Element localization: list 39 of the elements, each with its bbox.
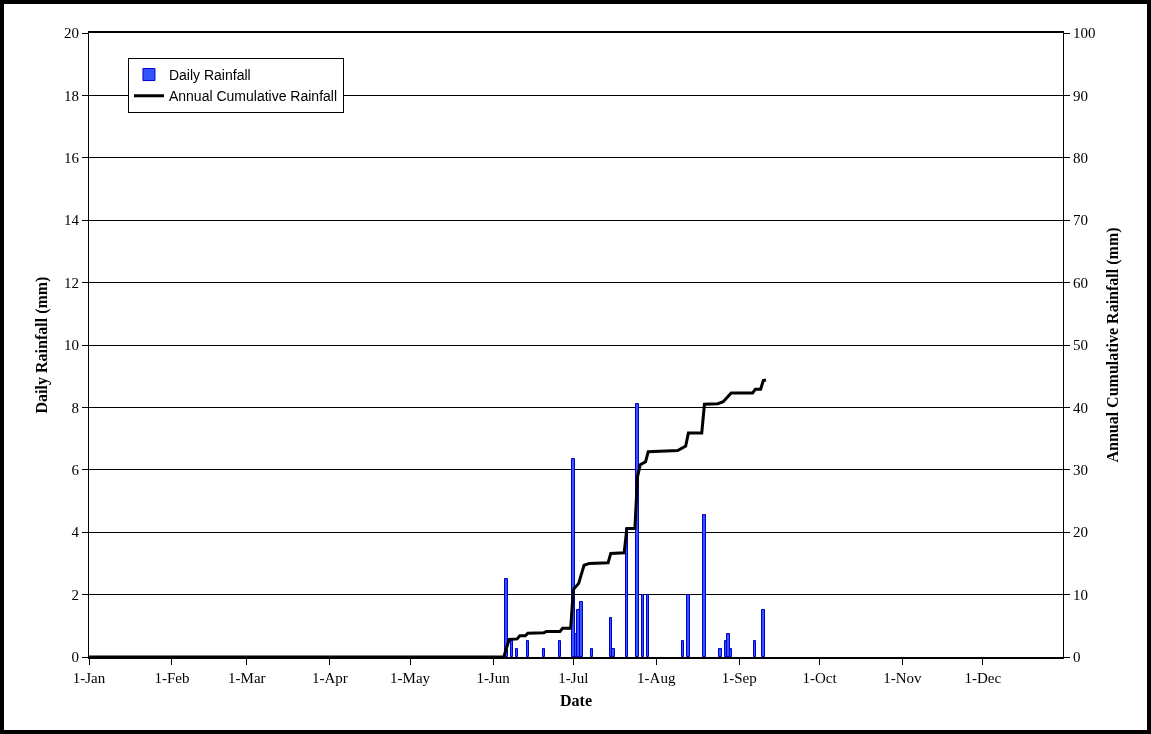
y2-tick-label: 30 (1073, 462, 1088, 479)
y-tick-label: 2 (71, 586, 79, 603)
y2-tick-label: 100 (1073, 25, 1096, 42)
x-tick-label: 1-Jan (72, 670, 106, 686)
y-tick-label: 14 (64, 212, 80, 229)
y-tick-label: 4 (71, 524, 80, 541)
y2-tick-label: 70 (1073, 212, 1088, 229)
legend-label: Annual Cumulative Rainfall (168, 88, 338, 105)
x-tick-label: 1-Dec (964, 670, 1002, 686)
y2-tick-label: 20 (1073, 524, 1088, 541)
y2-tick-label: 60 (1073, 274, 1088, 291)
y2-axis-title: Annual Cumulative Rainfall (mm) (1104, 227, 1123, 463)
y2-tick-label: 0 (1073, 649, 1081, 666)
y2-tick-label: 50 (1073, 337, 1088, 354)
x-tick-label: 1-Aug (637, 670, 676, 686)
y-tick-label: 12 (64, 274, 79, 291)
x-axis-title: Date (560, 692, 592, 710)
y-tick-label: 20 (64, 25, 79, 42)
x-tick-label: 1-Mar (228, 670, 266, 686)
y-tick-label: 10 (64, 337, 79, 354)
x-tick-label: 1-May (390, 670, 431, 686)
legend-label: Daily Rainfall (168, 67, 251, 84)
x-tick-label: 1-Oct (802, 670, 838, 686)
y-tick-label: 8 (71, 399, 79, 416)
x-tick-label: 1-Sep (721, 670, 757, 686)
y-tick-label: 0 (71, 649, 79, 666)
x-tick-label: 1-Jul (558, 670, 589, 686)
y2-tick-label: 40 (1073, 399, 1088, 416)
x-tick-label: 1-Nov (883, 670, 923, 686)
y2-tick-label: 10 (1073, 586, 1088, 603)
y-tick-label: 6 (71, 462, 80, 479)
y2-tick-label: 90 (1073, 87, 1088, 104)
y-tick-label: 16 (64, 150, 80, 167)
x-tick-label: 1-Feb (154, 670, 190, 686)
y-axis-title: Daily Rainfall (mm) (32, 276, 51, 414)
y-tick-label: 18 (64, 87, 79, 104)
x-tick-label: 1-Apr (311, 670, 348, 686)
y2-tick-label: 80 (1073, 150, 1088, 167)
x-tick-label: 1-Jun (476, 670, 511, 686)
